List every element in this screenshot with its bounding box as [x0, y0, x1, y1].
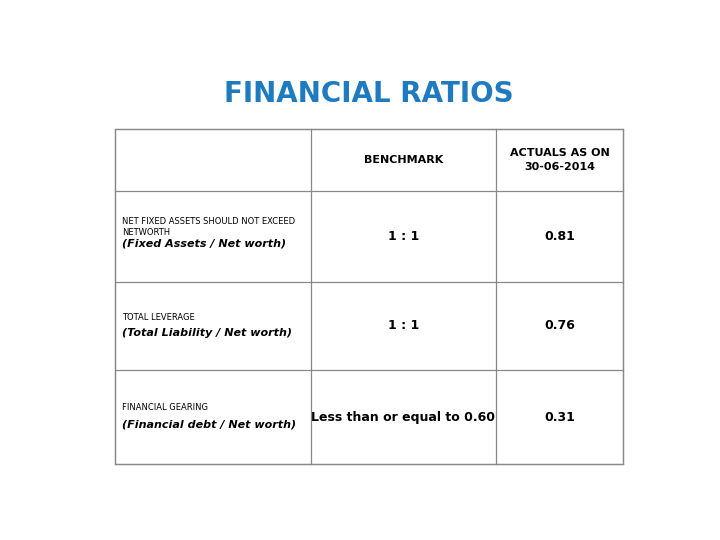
- Text: FINANCIAL GEARING: FINANCIAL GEARING: [122, 403, 208, 412]
- Text: 0.31: 0.31: [544, 410, 575, 423]
- Text: 1 : 1: 1 : 1: [387, 230, 419, 243]
- Text: 1 : 1: 1 : 1: [387, 319, 419, 333]
- Text: Less than or equal to 0.60: Less than or equal to 0.60: [311, 410, 495, 423]
- Text: NET FIXED ASSETS SHOULD NOT EXCEED
NETWORTH: NET FIXED ASSETS SHOULD NOT EXCEED NETWO…: [122, 217, 295, 238]
- Bar: [115, 129, 623, 464]
- Text: TOTAL LEVERAGE: TOTAL LEVERAGE: [122, 313, 194, 321]
- Text: (Fixed Assets / Net worth): (Fixed Assets / Net worth): [122, 239, 286, 248]
- Text: (Total Liability / Net worth): (Total Liability / Net worth): [122, 328, 292, 338]
- Text: ACTUALS AS ON
30-06-2014: ACTUALS AS ON 30-06-2014: [510, 148, 609, 172]
- Text: 0.81: 0.81: [544, 230, 575, 243]
- Text: 0.76: 0.76: [544, 319, 575, 333]
- Text: (Financial debt / Net worth): (Financial debt / Net worth): [122, 420, 296, 430]
- Text: BENCHMARK: BENCHMARK: [364, 155, 443, 165]
- Text: FINANCIAL RATIOS: FINANCIAL RATIOS: [224, 80, 514, 108]
